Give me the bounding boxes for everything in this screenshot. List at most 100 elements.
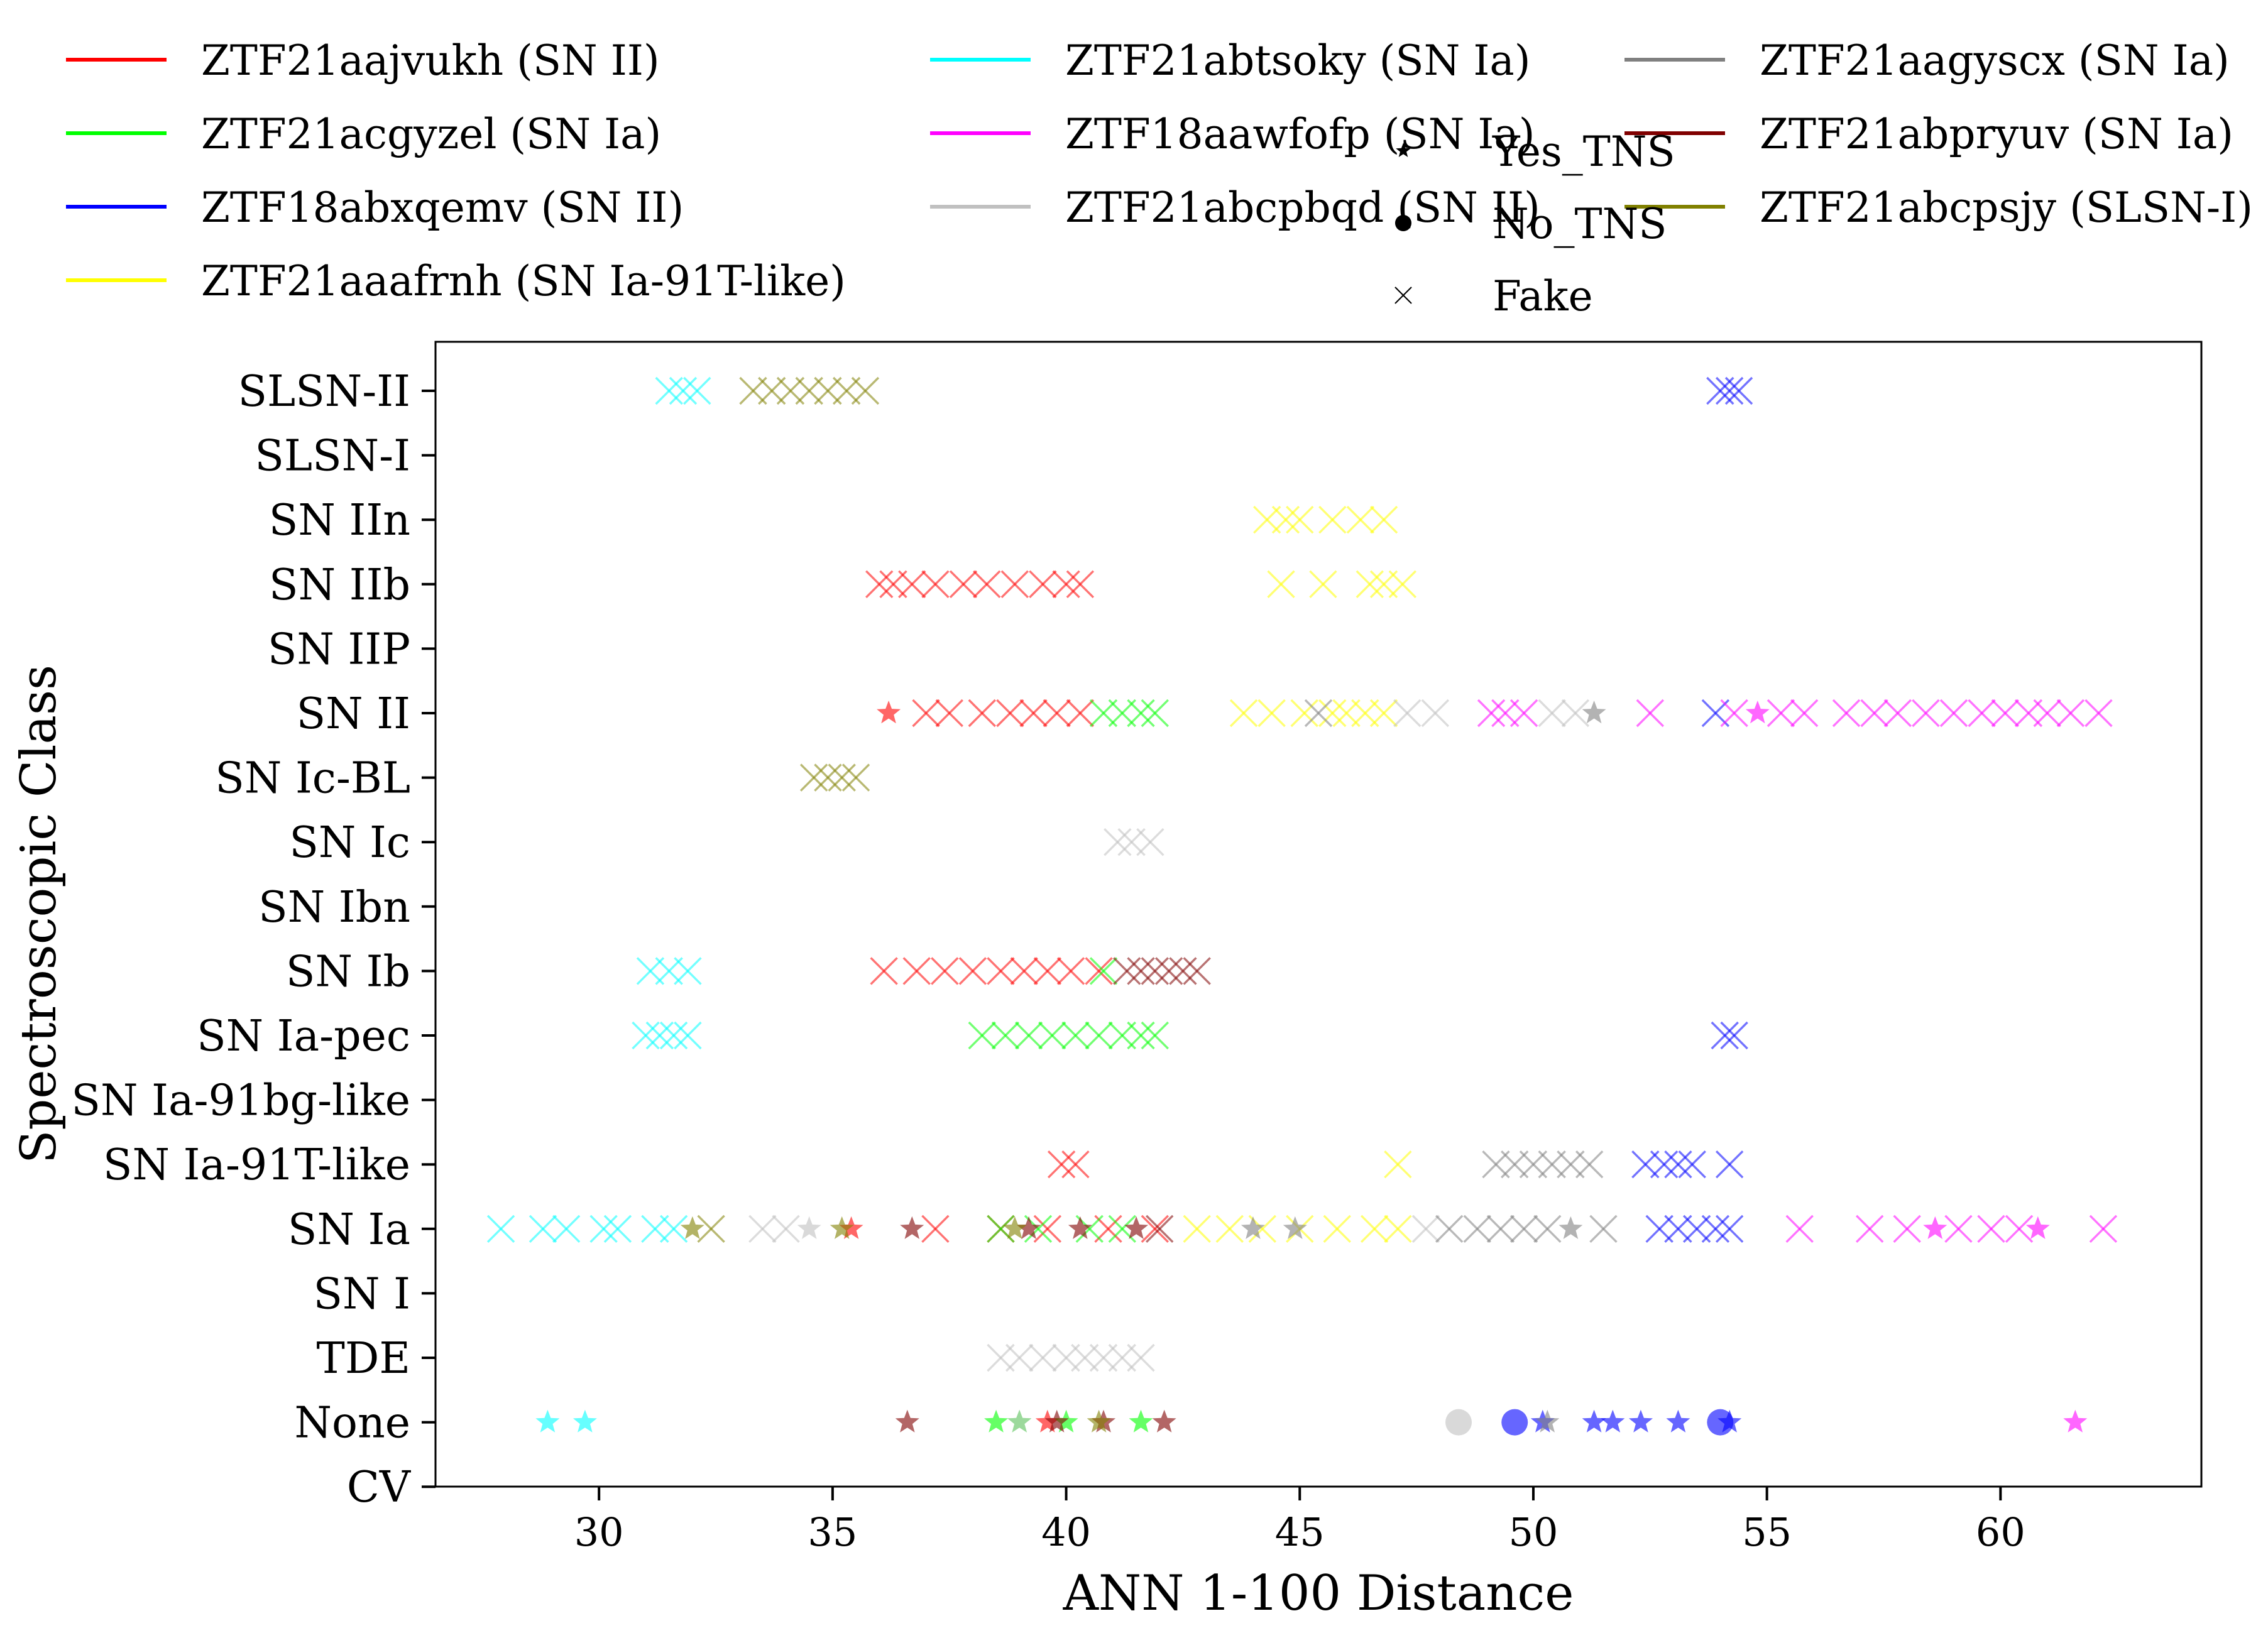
point-fake	[1369, 505, 1398, 534]
legend-marker-entry: No_TNS	[1394, 200, 1667, 248]
point-fake	[1047, 1150, 1076, 1179]
point-fake	[1229, 699, 1258, 728]
series-6	[1477, 699, 2118, 1433]
point-fake	[1136, 827, 1164, 856]
series-1	[839, 570, 1170, 1433]
point-fake	[1061, 1150, 1090, 1179]
point-fake	[1393, 699, 1422, 728]
x-tick-label: 30	[574, 1509, 624, 1555]
point-fake	[1141, 699, 1170, 728]
point-fake	[655, 376, 683, 405]
series-7	[748, 699, 1590, 1436]
point-fake	[1388, 570, 1417, 599]
legend-label: ZTF21abpryuv (SN Ia)	[1760, 110, 2233, 158]
y-tick-label: SN Ic	[289, 818, 410, 868]
point-fake	[1286, 505, 1314, 534]
point-fake	[1720, 1021, 1748, 1050]
legend-label: ZTF21abcpsjy (SLSN-I)	[1760, 183, 2253, 232]
legend-label: ZTF21aaafrnh (SN Ia-91T-like)	[201, 257, 846, 305]
point-yes-tns	[1241, 1216, 1265, 1239]
legend-marker-star	[1396, 143, 1411, 157]
legend-entry: ZTF21aagyscx (SN Ia)	[1624, 36, 2230, 85]
series-8	[1241, 699, 1618, 1433]
point-yes-tns	[895, 1409, 919, 1433]
point-fake	[1486, 1215, 1515, 1243]
point-fake	[1767, 699, 1795, 728]
x-tick-label: 60	[1976, 1509, 2025, 1555]
series-9	[895, 957, 1211, 1433]
point-yes-tns	[1666, 1409, 1690, 1433]
point-fake	[1323, 1215, 1351, 1243]
point-fake	[851, 376, 880, 405]
point-fake	[1000, 570, 1029, 599]
legend-entry: ZTF18aawfofp (SN Ia)	[930, 110, 1535, 158]
point-fake	[1309, 570, 1337, 599]
point-fake	[659, 1021, 688, 1050]
point-yes-tns	[1124, 1216, 1149, 1239]
point-fake	[2089, 1215, 2118, 1243]
point-fake	[486, 1215, 515, 1243]
legend-label: ZTF18abxqemv (SN II)	[201, 183, 684, 232]
legend-label: No_TNS	[1493, 200, 1667, 248]
point-yes-tns	[1745, 701, 1770, 724]
point-fake	[1033, 1215, 1062, 1243]
point-fake	[659, 1215, 688, 1243]
point-fake	[1010, 957, 1038, 985]
y-axis: SLSN-II SLSN-I SN IIn SN IIb SN IIP SN II SN I…	[71, 367, 436, 1512]
legend-label: ZTF21aajvukh (SN II)	[201, 36, 660, 85]
point-fake	[1991, 699, 2019, 728]
y-tick-label: SN Ib	[286, 947, 410, 997]
series-3	[1501, 376, 1753, 1436]
point-fake	[603, 1215, 632, 1243]
point-yes-tns	[1068, 1216, 1092, 1239]
point-yes-tns	[2025, 1216, 2050, 1239]
y-tick-label: SN Ic-BL	[215, 754, 410, 804]
y-tick-label: SN Ia-pec	[197, 1012, 410, 1061]
point-fake	[1038, 1021, 1066, 1050]
y-tick-label: SN Ibn	[258, 883, 410, 932]
point-fake	[683, 376, 711, 405]
legend-label: Fake	[1493, 272, 1593, 320]
point-fake	[1066, 699, 1095, 728]
point-no-tns	[1445, 1409, 1472, 1436]
point-fake	[1701, 1215, 1730, 1243]
point-fake	[1005, 1343, 1034, 1372]
point-fake	[1146, 1215, 1174, 1243]
point-fake	[968, 699, 996, 728]
point-fake	[1113, 957, 1141, 985]
point-fake	[1271, 505, 1300, 534]
point-fake	[1384, 1215, 1412, 1243]
point-fake	[1257, 699, 1286, 728]
point-fake	[1977, 1215, 2005, 1243]
point-fake	[1183, 1215, 1211, 1243]
x-tick-label: 50	[1509, 1509, 1559, 1555]
y-tick-label: TDE	[316, 1334, 410, 1384]
legend-marker-x	[1394, 287, 1412, 304]
x-axis: 30 35 40 45 50 55 60	[574, 1487, 2025, 1555]
point-fake	[1061, 1021, 1090, 1050]
legend: ZTF21aajvukh (SN II) ZTF21acgyzel (SN Ia)…	[66, 36, 2253, 320]
y-tick-label: SN IIb	[269, 560, 410, 610]
point-fake	[1715, 1150, 1744, 1179]
point-yes-tns	[2063, 1409, 2088, 1433]
point-yes-tns	[1044, 1409, 1069, 1433]
point-fake	[697, 1215, 725, 1243]
point-fake	[669, 376, 698, 405]
x-axis-label: ANN 1-100 Distance	[1063, 1565, 1574, 1622]
point-fake	[1561, 699, 1590, 728]
point-yes-tns	[1628, 1409, 1653, 1433]
legend-label: ZTF21aagyscx (SN Ia)	[1760, 36, 2230, 85]
point-fake	[935, 699, 963, 728]
point-yes-tns	[877, 701, 901, 724]
point-fake	[1127, 1343, 1155, 1372]
point-fake	[949, 570, 978, 599]
legend-label: Yes_TNS	[1492, 128, 1675, 176]
legend-entry: ZTF21aajvukh (SN II)	[66, 36, 660, 85]
point-fake	[2056, 699, 2085, 728]
point-fake	[1855, 1215, 1884, 1243]
point-fake	[1790, 699, 1819, 728]
point-fake	[1944, 1215, 1973, 1243]
legend-entry: ZTF21aaafrnh (SN Ia-91T-like)	[66, 257, 846, 305]
point-fake	[1720, 699, 1748, 728]
point-fake	[991, 1021, 1020, 1050]
